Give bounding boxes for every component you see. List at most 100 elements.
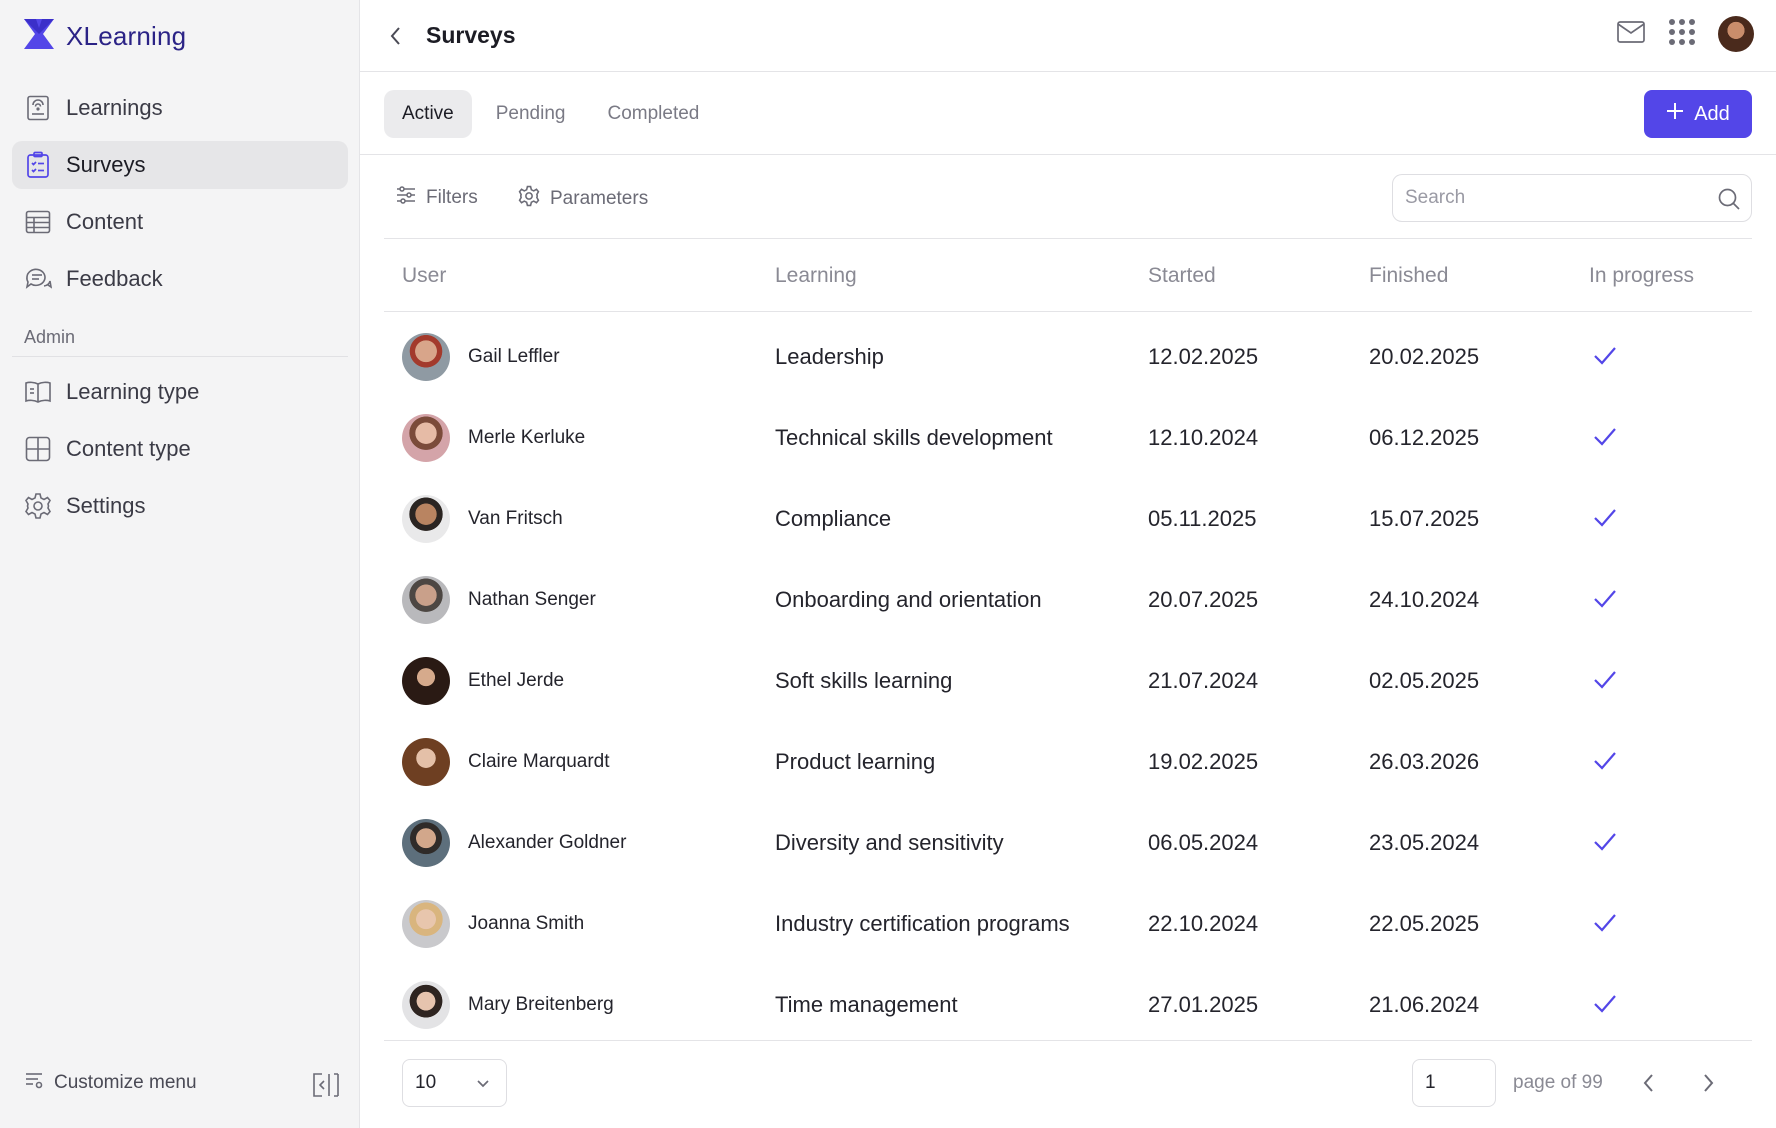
avatar: [402, 413, 450, 462]
finished-cell: 26.03.2026: [1369, 749, 1480, 774]
sidebar-item-label: Learnings: [66, 95, 163, 120]
avatar: [402, 899, 450, 948]
avatar: [402, 332, 450, 381]
sidebar-item-feedback[interactable]: Feedback: [12, 255, 348, 303]
sidebar-item-label: Settings: [66, 493, 146, 518]
avatar: [402, 656, 450, 705]
learning-cell: Product learning: [775, 749, 936, 774]
search-box: [1392, 174, 1752, 222]
table-row[interactable]: Nathan Senger Onboarding and orientation…: [384, 559, 1752, 640]
user-avatar[interactable]: [1718, 16, 1754, 52]
surveys-table: User Learning Started Finished In progre…: [384, 240, 1752, 1045]
gear-icon: [24, 492, 52, 520]
apps-grid-icon[interactable]: [1668, 18, 1696, 51]
check-icon: [1592, 748, 1618, 779]
filters-label: Filters: [426, 187, 478, 208]
user-name: Mary Breitenberg: [468, 993, 614, 1015]
table-row[interactable]: Van Fritsch Compliance 05.11.2025 15.07.…: [384, 478, 1752, 559]
avatar: [402, 494, 450, 543]
user-cell: Nathan Senger: [402, 559, 596, 640]
customize-menu-button[interactable]: Customize menu: [24, 1070, 197, 1096]
started-cell: 19.02.2025: [1148, 749, 1259, 774]
finished-cell: 20.02.2025: [1369, 344, 1480, 369]
app-name: XLearning: [66, 20, 187, 51]
avatar: [402, 818, 450, 867]
started-cell: 05.11.2025: [1148, 506, 1257, 531]
column-header-started[interactable]: Started: [1148, 264, 1216, 287]
table-row[interactable]: Gail Leffler Leadership 12.02.2025 20.02…: [384, 316, 1752, 397]
finished-cell: 22.05.2025: [1369, 911, 1480, 936]
check-icon: [1592, 829, 1618, 860]
back-button[interactable]: [384, 22, 408, 55]
xlearning-logo-icon: [24, 18, 54, 54]
started-cell: 12.02.2025: [1148, 344, 1259, 369]
user-cell: Mary Breitenberg: [402, 964, 614, 1045]
page-number-input[interactable]: [1412, 1059, 1496, 1107]
finished-cell: 15.07.2025: [1369, 506, 1480, 531]
user-name: Nathan Senger: [468, 588, 596, 610]
sidebar-item-surveys[interactable]: Surveys: [12, 141, 348, 189]
sidebar-item-label: Content type: [66, 436, 191, 461]
learning-cell: Industry certification programs: [775, 911, 1070, 936]
learning-cell: Soft skills learning: [775, 668, 953, 693]
add-button[interactable]: Add: [1644, 90, 1752, 138]
column-header-learning[interactable]: Learning: [775, 264, 857, 287]
sidebar-item-content-type[interactable]: Content type: [12, 425, 348, 473]
sidebar-item-learning-type[interactable]: Learning type: [12, 368, 348, 416]
filters-button[interactable]: Filters: [396, 185, 478, 211]
user-cell: Joanna Smith: [402, 883, 584, 964]
learning-cell: Diversity and sensitivity: [775, 830, 1004, 855]
learning-cell: Leadership: [775, 344, 884, 369]
collapse-sidebar-icon: [312, 1073, 340, 1102]
filter-bar: Filters Parameters: [384, 155, 1752, 239]
search-input[interactable]: [1405, 175, 1705, 221]
parameters-label: Parameters: [550, 188, 649, 209]
tab-completed[interactable]: Completed: [607, 103, 700, 124]
user-cell: Claire Marquardt: [402, 721, 610, 802]
search-icon[interactable]: [1717, 187, 1741, 216]
finished-cell: 06.12.2025: [1369, 425, 1480, 450]
started-cell: 12.10.2024: [1148, 425, 1259, 450]
user-name: Alexander Goldner: [468, 831, 627, 853]
finished-cell: 02.05.2025: [1369, 668, 1480, 693]
tab-pending[interactable]: Pending: [495, 103, 566, 124]
finished-cell: 24.10.2024: [1369, 587, 1480, 612]
table-row[interactable]: Mary Breitenberg Time management 27.01.2…: [384, 964, 1752, 1045]
table-row[interactable]: Ethel Jerde Soft skills learning 21.07.2…: [384, 640, 1752, 721]
chevron-down-icon: [474, 1074, 492, 1098]
started-cell: 21.07.2024: [1148, 668, 1259, 693]
page-size-select[interactable]: 10: [402, 1059, 507, 1107]
surveys-icon: [24, 151, 52, 179]
table-row[interactable]: Joanna Smith Industry certification prog…: [384, 883, 1752, 964]
avatar: [402, 737, 450, 786]
user-name: Claire Marquardt: [468, 750, 610, 772]
column-header-in-progress[interactable]: In progress: [1589, 264, 1695, 287]
table-row[interactable]: Alexander Goldner Diversity and sensitiv…: [384, 802, 1752, 883]
sidebar-item-settings[interactable]: Settings: [12, 482, 348, 530]
sidebar-item-learnings[interactable]: Learnings: [12, 84, 348, 132]
check-icon: [1592, 667, 1618, 698]
table-row[interactable]: Merle Kerluke Technical skills developme…: [384, 397, 1752, 478]
admin-section-label: Admin: [24, 327, 76, 347]
learnings-icon: [24, 94, 52, 122]
user-name: Van Fritsch: [468, 507, 563, 529]
column-header-finished[interactable]: Finished: [1369, 264, 1449, 287]
brand[interactable]: XLearning: [24, 18, 186, 54]
started-cell: 06.05.2024: [1148, 830, 1259, 855]
parameters-button[interactable]: Parameters: [518, 185, 648, 213]
learning-cell: Time management: [775, 992, 958, 1017]
tab-active[interactable]: Active: [384, 90, 472, 138]
column-header-user[interactable]: User: [402, 264, 447, 287]
next-page-button[interactable]: [1695, 1068, 1721, 1103]
check-icon: [1592, 505, 1618, 536]
sidebar-item-label: Content: [66, 209, 144, 234]
admin-nav: Learning type Content type Settings: [12, 368, 348, 539]
collapse-sidebar-button[interactable]: [312, 1072, 340, 1103]
content-icon: [24, 208, 52, 236]
mail-icon[interactable]: [1616, 20, 1646, 49]
sidebar-item-content[interactable]: Content: [12, 198, 348, 246]
table-row[interactable]: Claire Marquardt Product learning 19.02.…: [384, 721, 1752, 802]
sliders-icon: [396, 185, 416, 211]
prev-page-button[interactable]: [1636, 1068, 1662, 1103]
check-icon: [1592, 424, 1618, 455]
